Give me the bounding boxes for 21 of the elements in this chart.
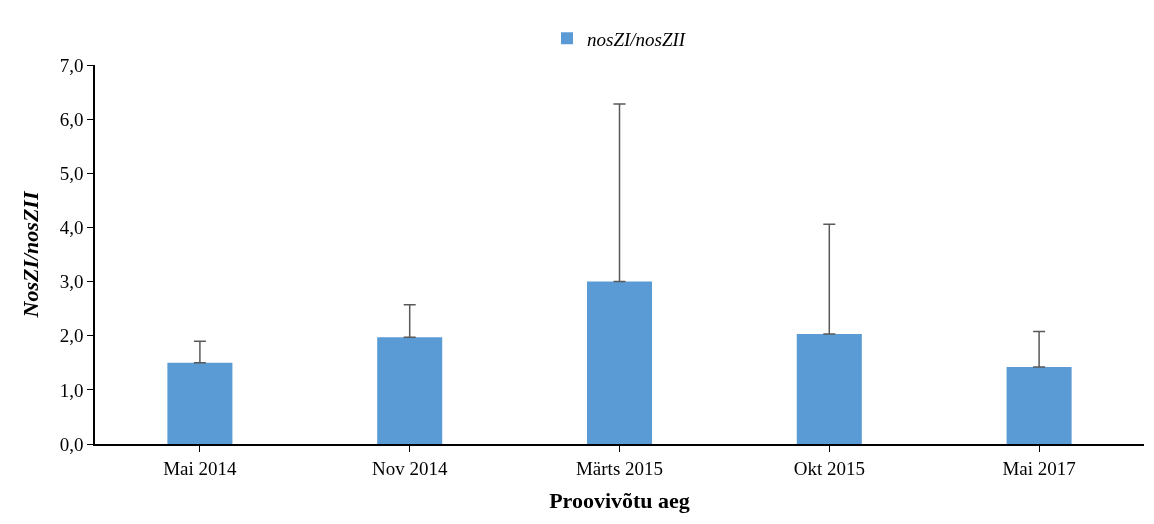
bar [796,334,862,444]
x-tick-label: Okt 2015 [793,457,865,479]
x-tick-label: Mai 2017 [1002,457,1076,479]
y-axis-title: NosZI/nosZII [18,190,43,319]
y-tick-label: 3,0 [59,271,84,293]
legend-label: nosZI/nosZII [587,28,687,50]
y-tick-label: 0,0 [59,433,84,455]
y-tick-label: 7,0 [59,54,84,76]
y-tick-label: 4,0 [59,217,84,239]
bar [167,362,233,444]
x-tick-label: Märts 2015 [575,457,664,479]
bar [1006,367,1072,444]
y-tick-label: 2,0 [59,325,84,347]
y-tick-label: 6,0 [59,108,84,130]
bar [377,337,443,444]
y-tick-label: 5,0 [59,162,84,184]
x-tick-label: Mai 2014 [163,457,238,479]
x-axis-title: Proovivõtu aeg [549,487,690,513]
x-tick-label: Nov 2014 [371,457,448,479]
y-tick-label: 1,0 [59,379,84,401]
bar [586,281,653,444]
